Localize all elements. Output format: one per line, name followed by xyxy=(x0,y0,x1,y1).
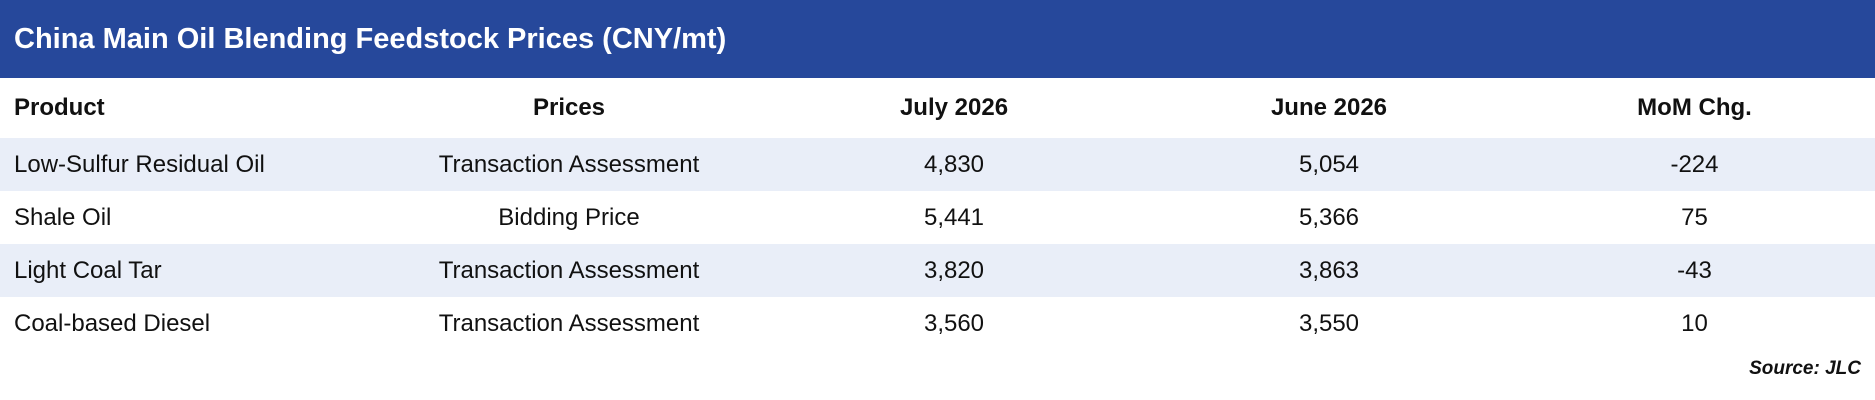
column-header: July 2026 xyxy=(899,94,1009,121)
table-cell: -224 xyxy=(1670,150,1719,178)
table-body: Low-Sulfur Residual Oil Transaction Asses… xyxy=(0,138,1875,350)
table-cell: Transaction Assessment xyxy=(438,309,700,337)
column-header: Prices xyxy=(532,94,606,121)
table-cell: 4,830 xyxy=(923,150,985,178)
price-table: Product Prices July 2026 June 2026 MoM Chg. … xyxy=(0,78,1875,350)
title: China Main Oil Blending Feedstock Prices… xyxy=(14,23,727,55)
table-cell: 5,054 xyxy=(1298,150,1360,178)
table-cell: 3,820 xyxy=(923,256,985,284)
source: Source: JLC xyxy=(1749,358,1861,379)
table-cell: 10 xyxy=(1681,309,1708,337)
table-row: Coal-based Diesel Transaction Assessment 3… xyxy=(0,297,1875,350)
table-cell: Transaction Assessment xyxy=(438,150,700,178)
table-cell: 75 xyxy=(1681,203,1708,231)
title-bar: China Main Oil Blending Feedstock Prices… xyxy=(0,0,1875,78)
table-cell: 5,441 xyxy=(923,203,985,231)
header-row: Product Prices July 2026 June 2026 MoM Chg. xyxy=(0,78,1875,138)
column-header: Product xyxy=(14,94,105,121)
table-cell: Light Coal Tar xyxy=(14,256,162,284)
table-cell: Bidding Price xyxy=(498,203,640,231)
table-cell: Shale Oil xyxy=(14,203,112,231)
table-cell: Coal-based Diesel xyxy=(14,309,211,337)
table-cell: 3,550 xyxy=(1298,309,1360,337)
table-cell: Transaction Assessment xyxy=(438,256,700,284)
table-row: Light Coal Tar Transaction Assessment 3,82… xyxy=(0,244,1875,297)
column-header: MoM Chg. xyxy=(1637,94,1752,121)
table-row: Shale Oil Bidding Price 5,441 5,366 75 xyxy=(0,191,1875,244)
table-cell: 3,560 xyxy=(923,309,985,337)
table-cell: 5,366 xyxy=(1298,203,1360,231)
table-row: Low-Sulfur Residual Oil Transaction Asses… xyxy=(0,138,1875,191)
table-cell: 3,863 xyxy=(1298,256,1360,284)
table-cell: Low-Sulfur Residual Oil xyxy=(14,150,265,178)
column-header: June 2026 xyxy=(1270,94,1388,121)
table-cell: -43 xyxy=(1677,256,1712,284)
